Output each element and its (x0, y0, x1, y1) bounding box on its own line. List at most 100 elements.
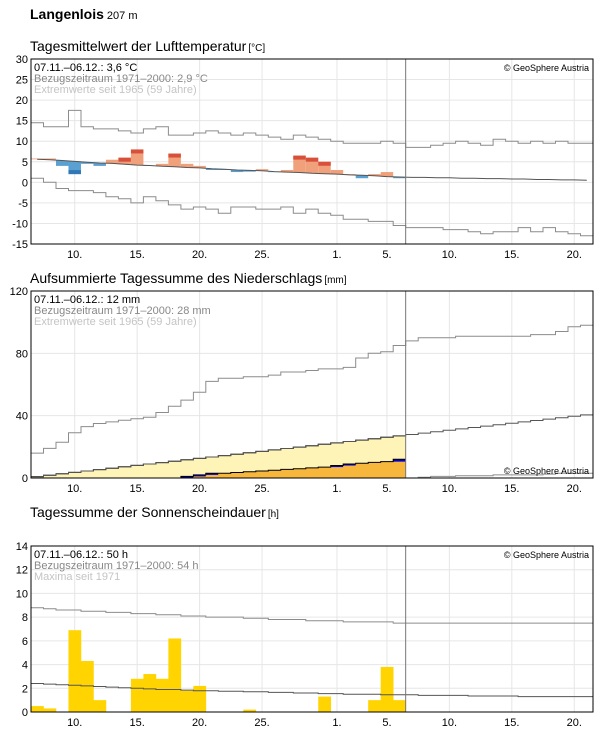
temperature-bar (393, 176, 406, 179)
y-tick-label: 25 (16, 75, 28, 87)
temperature-bar (293, 155, 306, 173)
x-tick-label: 5. (382, 249, 391, 261)
y-tick-label: 8 (22, 612, 28, 624)
x-tick-label: 15. (130, 249, 145, 261)
y-tick-label: 12 (16, 565, 28, 577)
station-altitude: 207 m (106, 10, 138, 22)
temperature-bar-extreme (130, 149, 144, 154)
sunshine-chart: 14 12 10 8 6 4 2 0 10. 15. 20. 25. 1. 5. 10. 15. 20. 07.1… (16, 541, 594, 729)
x-tick-label: 25. (254, 483, 269, 495)
sunshine-bar (143, 674, 157, 712)
sunshine-chart-title: Tagessumme der Sonnenscheindauer [h] (30, 504, 279, 520)
temperature-bar-extreme (305, 157, 319, 162)
y-tick-label: 0 (22, 473, 28, 485)
x-tick-label: 15. (504, 483, 519, 495)
precip-observed-bar (318, 467, 332, 478)
precip-observed-bar (218, 473, 232, 478)
precip-daily-increment (193, 474, 206, 477)
temperature-bar-extreme (293, 155, 306, 160)
plot-frame (30, 58, 594, 245)
y-tick-label: -10 (12, 218, 28, 230)
x-tick-label: 20. (567, 249, 582, 261)
x-tick-label: 10. (442, 249, 457, 261)
info-reference: Bezugszeitraum 1971–2000: 2,9 °C (34, 73, 208, 85)
temperature-chart: 30 25 20 15 10 5 0 -5 -10 -15 10. 15. 20. 25. 1. 5. 10. 1… (12, 54, 594, 261)
precip-reference-bar (143, 463, 157, 478)
temperature-bar (93, 163, 106, 166)
temperature-chart-title: Tagesmittelwert der Lufttemperatur [°C] (30, 38, 266, 54)
y-tick-label: 10 (16, 136, 28, 148)
sunshine-bar (80, 661, 94, 712)
copyright-label: © GeoSphere Austria (504, 550, 589, 560)
sunshine-bar (43, 708, 57, 712)
x-tick-label: 1. (332, 717, 341, 729)
x-tick-label: 1. (332, 483, 341, 495)
temperature-bar (330, 170, 344, 175)
precipitation-chart: 120 80 40 0 10. 15. 20. 25. 1. 5. 10. 15. 20. 07.11.–… (10, 286, 594, 495)
sunshine-bar (31, 706, 44, 712)
copyright-label: © GeoSphere Austria (504, 466, 589, 476)
temperature-bar (318, 161, 331, 174)
sunshine-bar (180, 690, 194, 712)
precip-reference-bar (68, 472, 82, 478)
plot-frame (30, 545, 594, 713)
precip-reference-bar (168, 461, 182, 478)
y-tick-label: 30 (16, 54, 28, 66)
temperature-bar-extreme (168, 153, 181, 158)
x-tick-label: 1. (332, 249, 341, 261)
y-tick-label: -5 (18, 198, 28, 210)
temperature-bar (230, 170, 244, 173)
sunshine-bar (130, 678, 144, 712)
sunshine-bar (368, 700, 381, 712)
precip-observed-bar (205, 473, 219, 478)
temperature-mean-line (37, 158, 587, 181)
temperature-bar (205, 168, 219, 170)
y-tick-label: 6 (22, 636, 28, 648)
x-tick-label: 20. (567, 717, 582, 729)
x-tick-label: 15. (130, 717, 145, 729)
temperature-bar (193, 165, 206, 168)
y-tick-label: 4 (22, 660, 28, 672)
precip-reference-bar (93, 469, 107, 478)
x-tick-label: 10. (67, 249, 82, 261)
info-extremes: Extremwerte seit 1965 (59 Jahre) (34, 316, 197, 328)
temperature-bar (243, 170, 256, 172)
y-tick-label: 20 (16, 95, 28, 107)
precip-reference-bar (31, 476, 44, 478)
precip-observed-bar (393, 459, 406, 478)
temperature-bar-extreme (68, 170, 81, 175)
precip-observed-bar (330, 465, 344, 478)
y-tick-label: 120 (10, 286, 28, 298)
precip-observed-bar (280, 469, 294, 478)
precip-reference-bar (180, 459, 194, 478)
y-tick-label: -15 (12, 239, 28, 251)
precip-reference-bar (105, 468, 119, 478)
y-tick-label: 2 (22, 683, 28, 695)
sunshine-bar (68, 630, 82, 712)
x-tick-label: 10. (67, 717, 82, 729)
y-tick-label: 5 (22, 157, 28, 169)
info-reference: Bezugszeitraum 1971–2000: 28 mm (34, 305, 211, 317)
precipitation-chart-title: Aufsummierte Tagessumme des Niederschlag… (30, 270, 347, 286)
info-current: 07.11.–06.12.: 50 h (34, 549, 128, 561)
sunshine-bar (318, 696, 332, 712)
x-tick-label: 25. (254, 717, 269, 729)
precip-observed-bar (368, 462, 381, 478)
x-tick-label: 20. (192, 483, 207, 495)
sunshine-bar (93, 700, 107, 712)
sunshine-max-envelope (31, 607, 593, 624)
precip-daily-increment (343, 463, 356, 466)
x-tick-label: 5. (382, 483, 391, 495)
sunshine-bar (155, 678, 169, 712)
station-name: Langenlois (30, 6, 104, 22)
precip-observed-bar (255, 470, 269, 478)
x-tick-label: 15. (504, 249, 519, 261)
temperature-max-envelope (31, 109, 593, 148)
x-tick-label: 5. (382, 717, 391, 729)
temperature-bar (80, 162, 94, 164)
precip-observed-bar (380, 461, 394, 478)
y-tick-label: 10 (16, 588, 28, 600)
y-tick-label: 0 (22, 177, 28, 189)
info-extremes: Extremwerte seit 1965 (59 Jahre) (34, 84, 197, 96)
precip-reference-bar (218, 455, 232, 478)
